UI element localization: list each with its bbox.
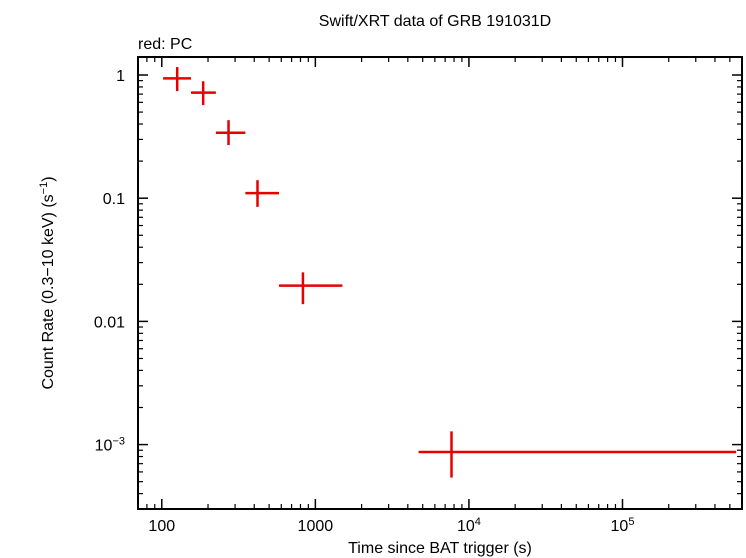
x-axis-label: Time since BAT trigger (s) (348, 540, 532, 557)
y-tick-label: 0.01 (94, 314, 125, 331)
chart-subtitle: red: PC (138, 36, 192, 53)
chart-title: Swift/XRT data of GRB 191031D (319, 13, 551, 30)
plot-frame (137, 56, 743, 510)
y-tick-label: 1 (116, 68, 125, 85)
x-tick-label: 100 (148, 518, 175, 535)
y-tick-label: 10−3 (95, 436, 125, 455)
x-tick-label: 1000 (298, 518, 334, 535)
x-tick-label: 104 (457, 516, 481, 535)
y-tick-label: 0.1 (103, 191, 125, 208)
x-tick-label: 105 (611, 516, 635, 535)
y-axis-label: Count Rate (0.3−10 keV) (s−1) (38, 176, 57, 389)
